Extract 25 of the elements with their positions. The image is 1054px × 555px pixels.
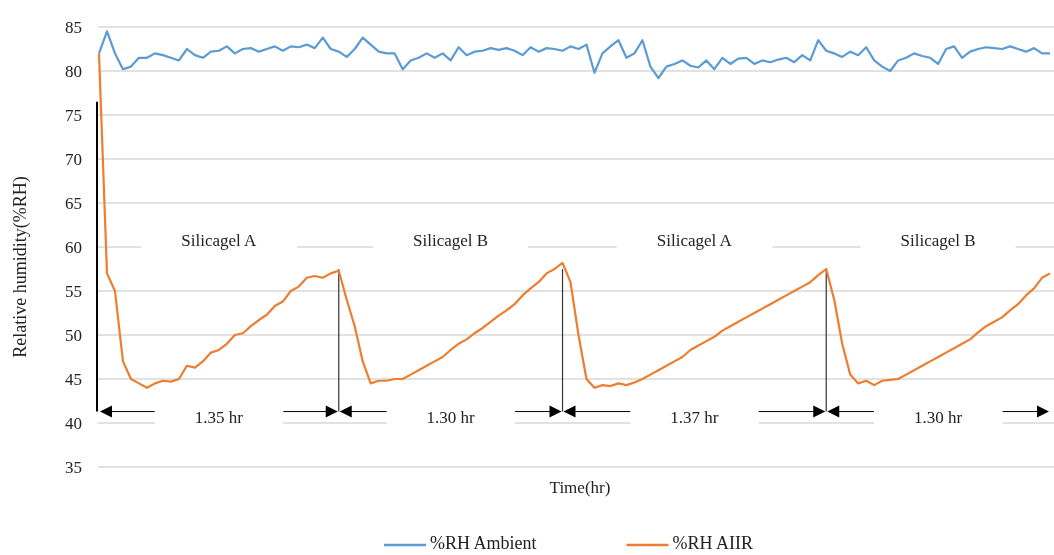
y-tick-label: 85: [65, 17, 82, 37]
y-axis-title: Relative humidity(%RH): [10, 176, 31, 358]
annotation: 1.30 hr: [426, 408, 476, 428]
y-tick-label: 55: [65, 281, 82, 301]
legend-label: %RH Ambient: [430, 533, 537, 554]
y-tick-label: 35: [65, 457, 82, 477]
y-tick-label: 45: [65, 369, 82, 389]
y-tick-label: 80: [65, 61, 82, 81]
legend-label: %RH AIIR: [672, 533, 753, 554]
y-tick-label: 50: [65, 325, 82, 345]
annotation: Silicagel A: [181, 230, 258, 250]
y-tick-label: 60: [65, 237, 82, 257]
line-series: [97, 52, 1052, 389]
annotation: Silicagel A: [656, 230, 733, 250]
y-tick-label: 65: [65, 193, 82, 213]
line-series: [97, 30, 1052, 80]
y-tick-label: 70: [65, 149, 82, 169]
annotation: Silicagel B: [413, 230, 489, 250]
annotation: Silicagel B: [900, 230, 976, 250]
annotation: 1.37 hr: [670, 408, 719, 428]
y-tick-label: 75: [65, 105, 82, 125]
y-tick-label: 40: [65, 413, 82, 433]
annotation: 1.35 hr: [194, 408, 244, 428]
annotation: 1.30 hr: [914, 408, 963, 428]
x-axis-title: Time(hr): [549, 478, 611, 497]
